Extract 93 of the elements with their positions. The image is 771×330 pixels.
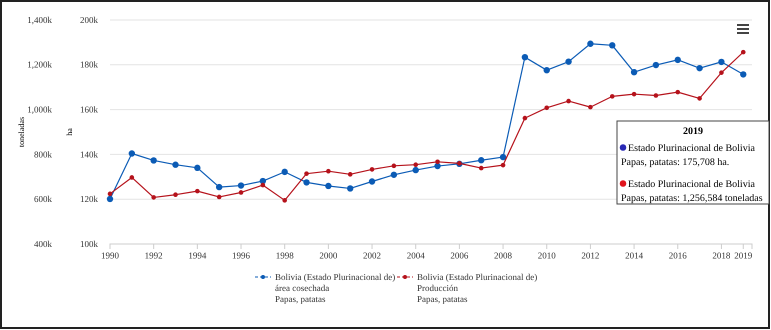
point — [150, 157, 157, 164]
point — [151, 195, 156, 200]
point — [696, 64, 703, 72]
point — [652, 62, 660, 68]
point — [238, 190, 244, 195]
point — [195, 188, 200, 194]
point — [216, 184, 222, 190]
point — [325, 182, 332, 190]
annotation: Papas, patatas: 175,708 ha. — [621, 157, 730, 168]
y2-tick-label: 180k — [80, 60, 98, 70]
point — [281, 168, 288, 176]
point — [260, 182, 266, 188]
point — [435, 159, 440, 164]
point — [544, 106, 550, 110]
point — [719, 70, 724, 75]
x-tick-label: 2002 — [363, 250, 382, 260]
point — [522, 116, 528, 120]
x-tick-label: 2018 — [712, 250, 731, 260]
point — [194, 164, 201, 172]
point — [413, 162, 418, 168]
point — [500, 162, 506, 168]
point — [128, 150, 136, 157]
point — [697, 96, 702, 101]
point — [282, 198, 287, 203]
y-tick-label: 400k — [34, 238, 52, 249]
x-tick-label: 2010 — [538, 250, 556, 260]
point — [565, 58, 572, 65]
y-tick-label: 1,200k — [27, 60, 52, 70]
point — [718, 58, 725, 66]
point — [566, 98, 571, 104]
point — [609, 42, 616, 49]
point — [632, 92, 636, 96]
point — [368, 178, 376, 185]
point — [326, 168, 331, 174]
legend-label: Bolivia (Estado Plurinacional de) Producción Papas, patatas — [417, 272, 538, 304]
y2-tick-label: 160k — [80, 104, 98, 114]
x-tick-label: 2016 — [668, 250, 688, 260]
point — [106, 196, 114, 202]
point — [347, 185, 354, 192]
point — [478, 157, 484, 164]
annotation: 2019 — [683, 126, 703, 137]
x-tick-label: 2012 — [581, 250, 600, 260]
point — [478, 166, 484, 170]
point — [674, 56, 681, 64]
y2-tick-label: 140k — [80, 149, 98, 160]
y2-tick-label: 120k — [80, 194, 98, 204]
legend-label: Bolivia (Estado Plurinacional de) área cosechada Papas, patatas — [275, 272, 396, 304]
point — [216, 194, 222, 200]
y2-axis-title: ha — [65, 128, 74, 136]
x-tick-label: 2004 — [406, 250, 426, 260]
y-axis-title: toneladas — [17, 116, 26, 148]
x-tick-label: 2014 — [625, 250, 644, 260]
point — [304, 171, 309, 176]
point — [587, 40, 594, 47]
point — [740, 71, 746, 78]
point — [500, 154, 506, 160]
y-tick-label: 1,400k — [27, 14, 52, 25]
point — [108, 192, 112, 196]
point — [392, 164, 396, 168]
point — [740, 50, 746, 54]
x-tick-label: 1994 — [188, 250, 207, 260]
x-tick-label: 1990 — [101, 250, 120, 260]
point — [412, 166, 419, 174]
point — [390, 172, 398, 178]
point — [544, 66, 550, 74]
point — [522, 54, 528, 60]
point — [370, 167, 374, 172]
point — [630, 68, 638, 76]
x-tick-label: 1998 — [276, 250, 294, 260]
y-tick-label: 1,000k — [27, 104, 52, 114]
point — [588, 104, 593, 110]
y-tick-label: 600k — [34, 194, 52, 204]
point — [654, 93, 658, 98]
y2-tick-label: 200k — [80, 14, 98, 25]
x-tick-label: 2000 — [319, 250, 338, 260]
annotation: Papas, patatas: 1,256,584 toneladas — [621, 193, 763, 204]
x-tick-label: 1996 — [232, 250, 251, 260]
point — [173, 192, 178, 198]
y-tick-label: 800k — [34, 149, 52, 160]
point — [348, 172, 353, 177]
x-tick-label: 2006 — [450, 250, 469, 260]
point — [130, 175, 134, 180]
point — [238, 182, 244, 189]
annotation: Estado Plurinacional de Bolivia — [628, 179, 756, 190]
point — [610, 94, 615, 99]
annotation: Estado Plurinacional de Bolivia — [628, 143, 756, 154]
x-tick-label: 2008 — [494, 250, 513, 260]
x-tick-label: 2019 — [734, 250, 753, 260]
y2-tick-label: 100k — [80, 238, 98, 249]
x-tick-label: 1992 — [144, 250, 163, 260]
point — [675, 90, 680, 94]
point — [172, 162, 179, 168]
point — [303, 179, 310, 186]
